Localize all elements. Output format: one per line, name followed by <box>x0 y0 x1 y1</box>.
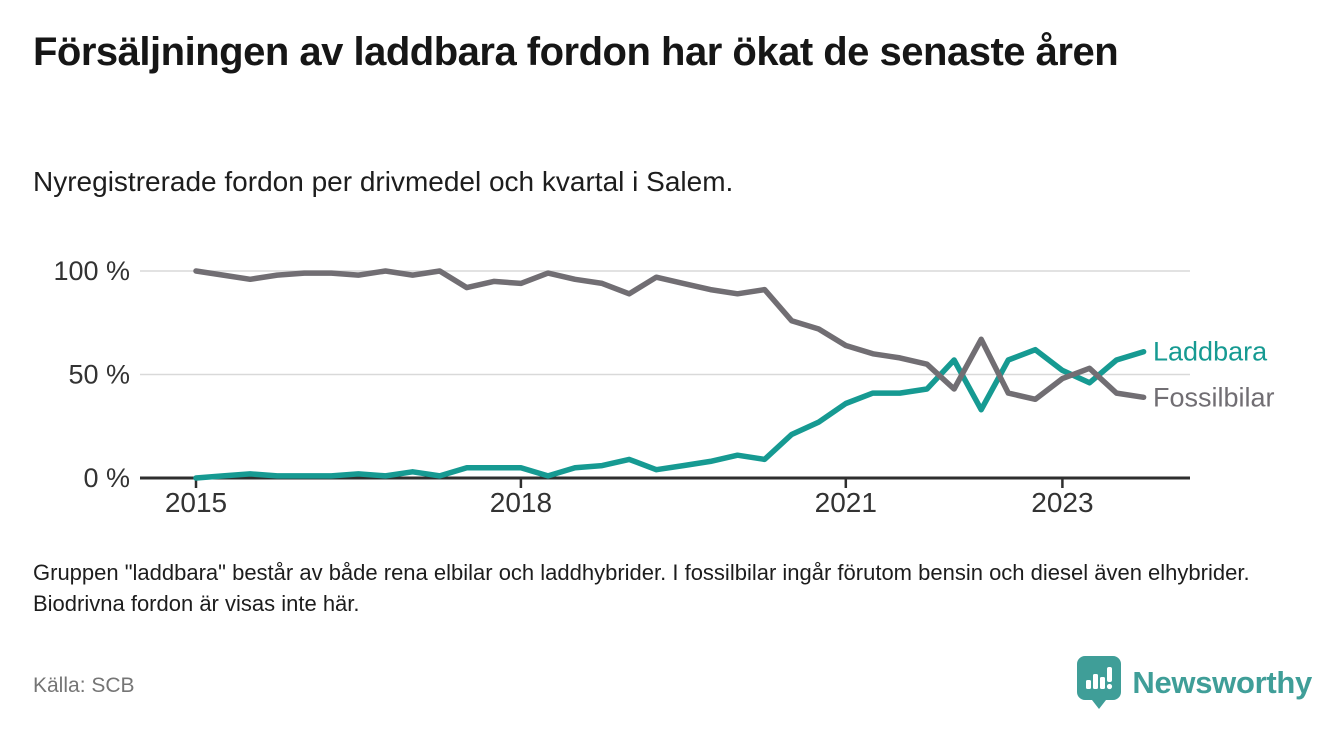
series-label-laddbara: Laddbara <box>1153 337 1268 367</box>
y-tick-label-100: 100 % <box>53 256 130 286</box>
page-title: Försäljningen av laddbara fordon har öka… <box>33 30 1119 74</box>
source-caption: Källa: SCB <box>33 674 135 697</box>
fossilbilar-line <box>193 268 1147 403</box>
newsworthy-pin-chart-icon <box>1077 656 1122 709</box>
chart-subtitle: Nyregistrerade fordon per drivmedel och … <box>33 166 734 197</box>
series-label-fossilbilar: Fossilbilar <box>1153 382 1275 412</box>
laddbara-line <box>193 346 1147 481</box>
x-tick-label-2018: 2018 <box>490 487 552 518</box>
x-tick-label-2023: 2023 <box>1031 487 1093 518</box>
x-tick-label-2015: 2015 <box>165 487 227 518</box>
x-tick-label-2021: 2021 <box>815 487 877 518</box>
chart-footnote: Gruppen "laddbara" består av både rena e… <box>33 560 1250 616</box>
y-tick-label-0: 0 % <box>83 463 130 493</box>
y-tick-label-50: 50 % <box>68 360 130 390</box>
line-chart: 0 % 50 % 100 % 2015 2018 2021 2023 Laddbara Foss… <box>0 240 1340 540</box>
newsworthy-logo: Newsworthy <box>1077 656 1312 709</box>
brand-name: Newsworthy <box>1132 664 1312 700</box>
chart-canvas: 0 % 50 % 100 % 2015 2018 2021 2023 Laddbara Foss… <box>53 256 1275 518</box>
